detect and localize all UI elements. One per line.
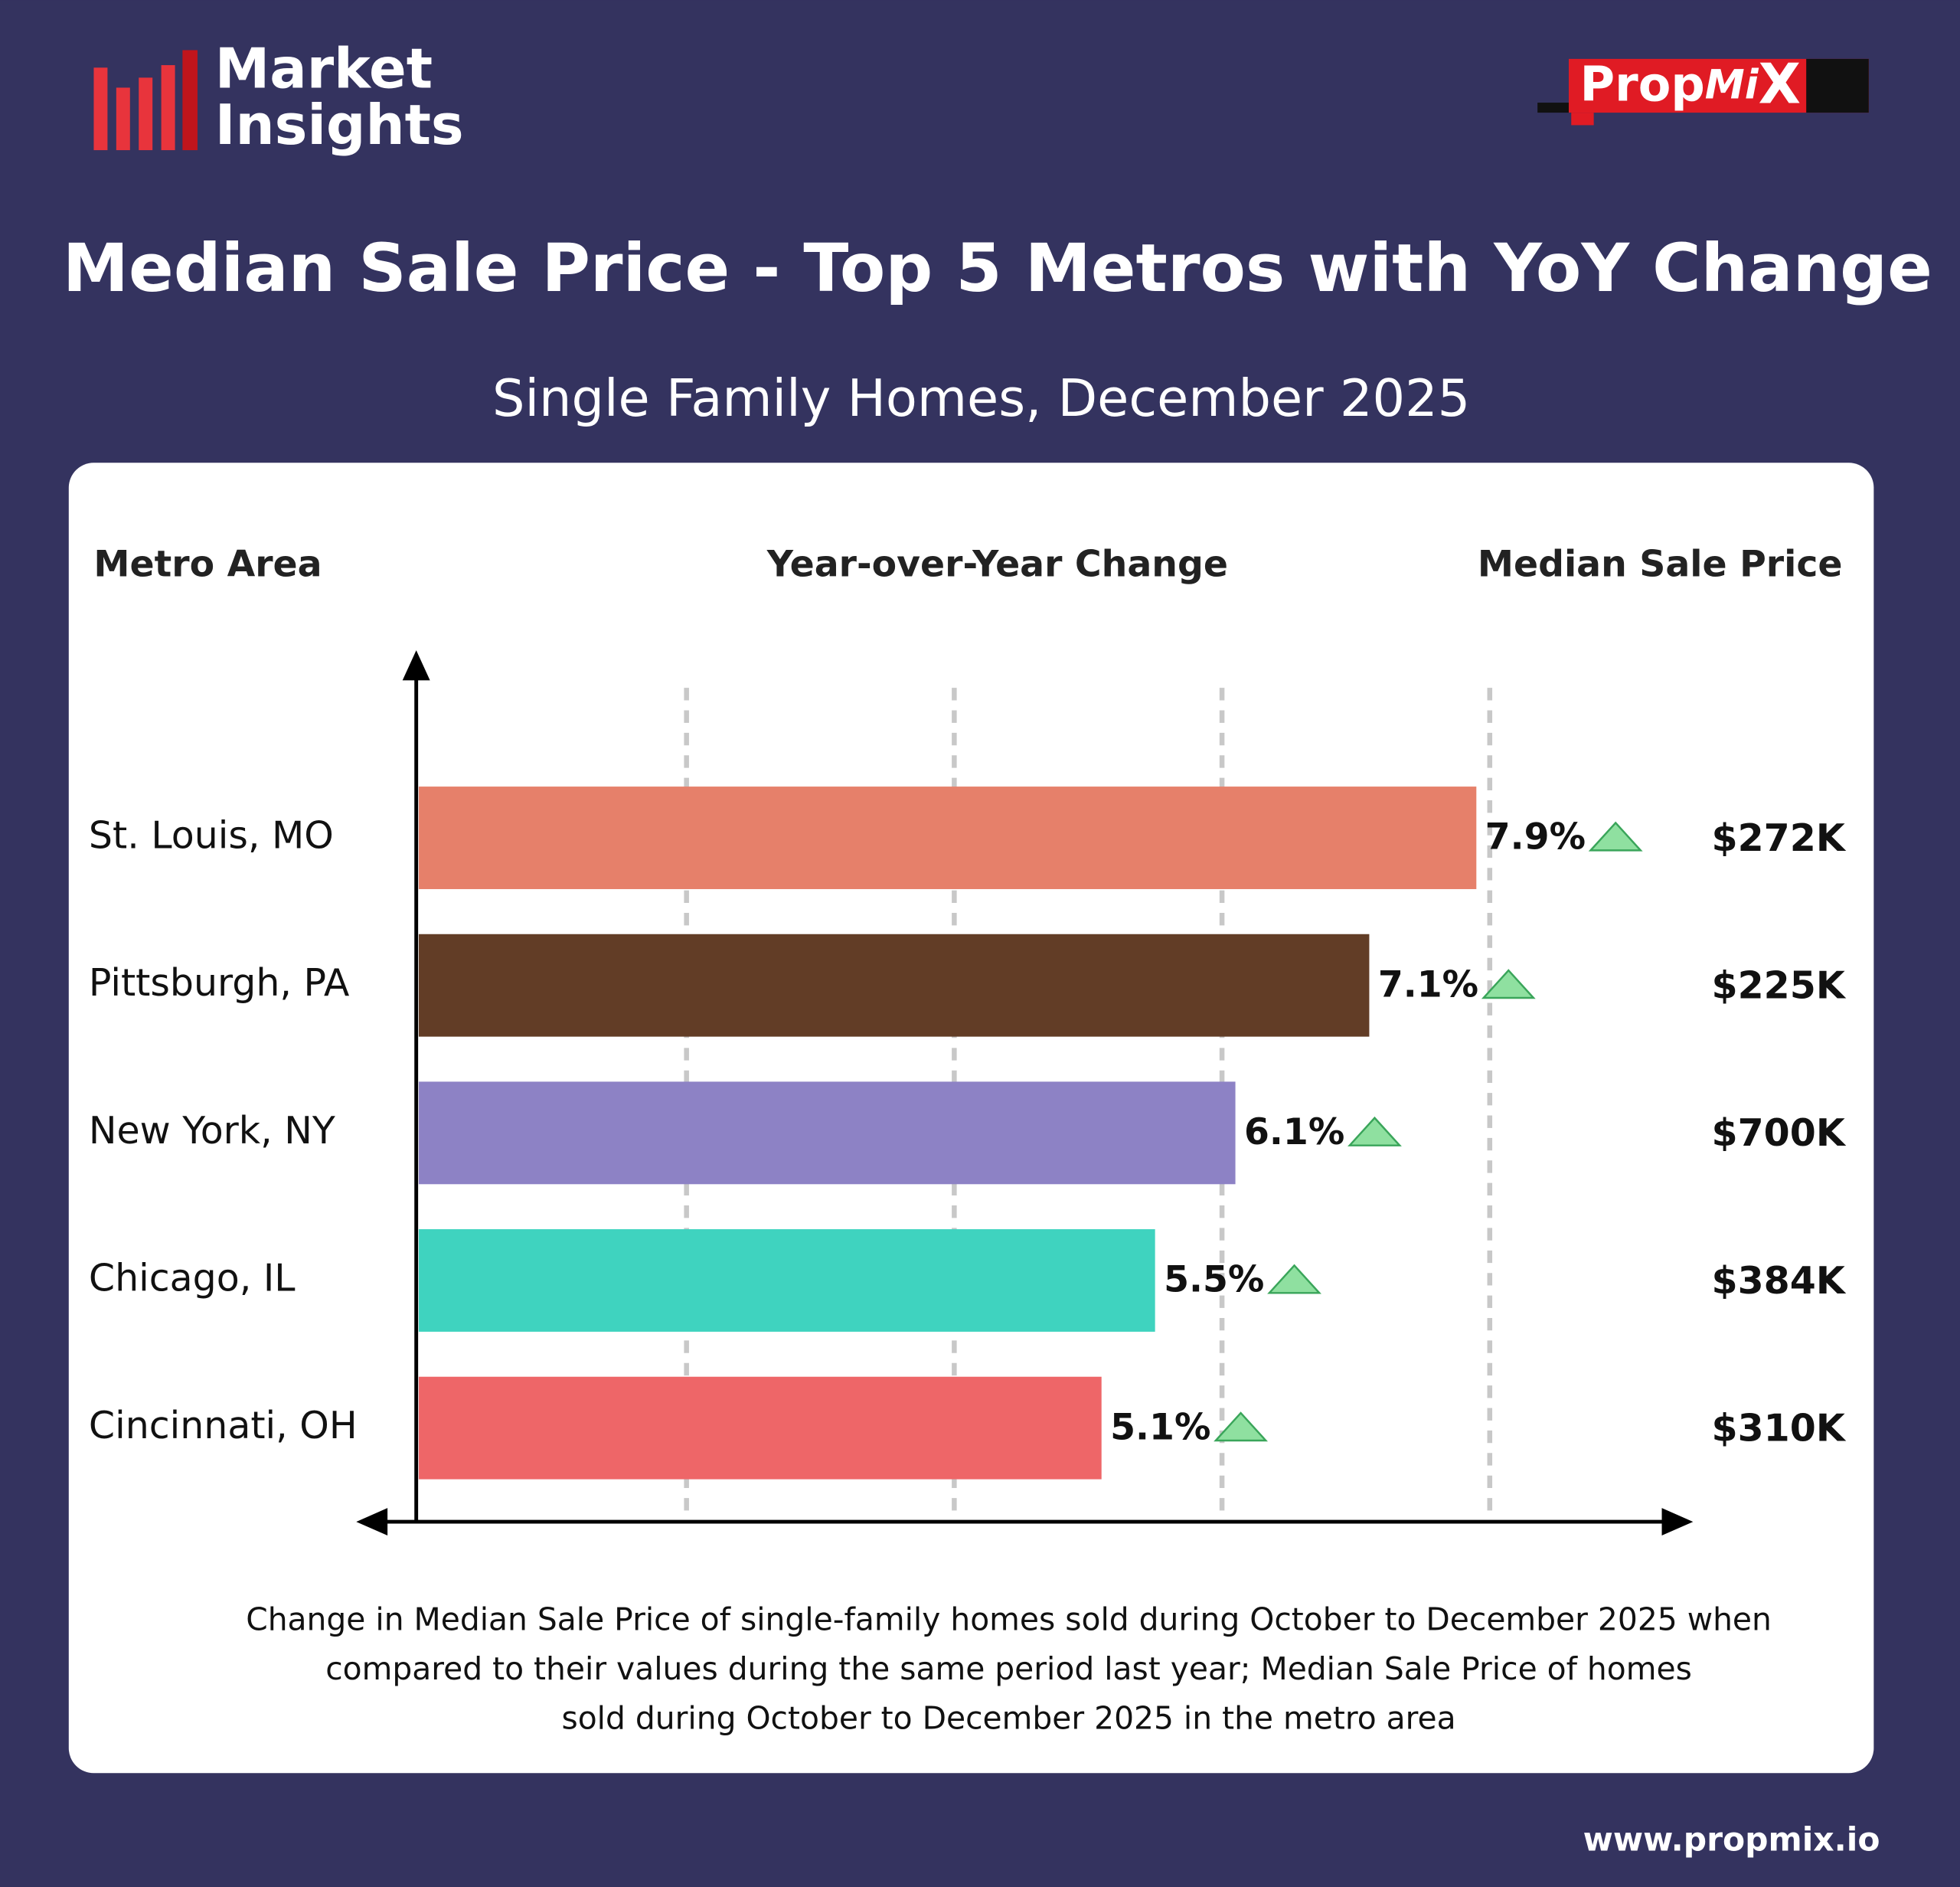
up-indicator — [1348, 1116, 1402, 1146]
logo-part: Mi — [1705, 62, 1759, 108]
price-label: $384K — [1712, 1259, 1847, 1303]
chart-subtitle: Single Family Homes, December 2025 — [492, 368, 1470, 428]
logo-text: PropMiX — [1580, 51, 1801, 116]
bar — [418, 1376, 1102, 1480]
category-label: Chicago, IL — [89, 1256, 296, 1300]
logo-bar — [93, 67, 108, 151]
column-header: Median Sale Price — [1478, 544, 1843, 586]
logo-text: Insights — [215, 93, 464, 157]
logo-bar — [139, 77, 153, 151]
footer-url: www.propmix.io — [1583, 1822, 1880, 1859]
column-header: Year-over-Year Change — [766, 544, 1228, 586]
propmix-logo: PropMiX — [1537, 51, 1869, 126]
logo-part: X — [1759, 51, 1801, 116]
bar — [418, 1229, 1155, 1332]
bar — [418, 1081, 1236, 1185]
axis-arrow — [356, 1508, 388, 1536]
category-label: Cincinnati, OH — [89, 1404, 358, 1447]
price-label: $225K — [1712, 963, 1847, 1007]
up-indicator — [1481, 969, 1536, 999]
value-label: 7.1% — [1378, 963, 1478, 1006]
bar — [418, 934, 1370, 1037]
note-line: Change in Median Sale Price of single-fa… — [246, 1601, 1772, 1638]
logo-shape — [1571, 113, 1594, 126]
category-label: New York, NY — [89, 1109, 335, 1153]
up-indicator — [1588, 821, 1643, 852]
logo-bar — [182, 50, 198, 151]
price-label: $272K — [1712, 816, 1847, 860]
logo-box — [1806, 58, 1869, 113]
category-label: St. Louis, MO — [89, 814, 334, 858]
up-indicator — [1214, 1411, 1269, 1442]
market-insights-logo: Market Insights — [93, 36, 464, 157]
price-label: $310K — [1712, 1406, 1847, 1450]
note-line: sold during October to December 2025 in … — [561, 1700, 1455, 1737]
price-label: $700K — [1712, 1111, 1847, 1155]
value-label: 5.1% — [1110, 1406, 1210, 1448]
category-label: Pittsburgh, PA — [89, 961, 350, 1005]
plot: St. Louis, MO 7.9% $272K Pittsburgh, PA 7.1%… — [89, 650, 1847, 1536]
up-indicator — [1267, 1264, 1321, 1294]
logo-part: Prop — [1580, 57, 1705, 113]
chart-title: Median Sale Price - Top 5 Metros with Yo… — [63, 231, 1932, 307]
column-header: Metro Area — [93, 544, 322, 586]
note: Change in Median Sale Price of single-fa… — [246, 1601, 1772, 1737]
axis-arrow — [1661, 1508, 1694, 1536]
value-label: 7.9% — [1485, 816, 1586, 858]
logo-bar — [116, 87, 130, 151]
logo-text: Market — [215, 36, 433, 100]
axis-arrow — [402, 650, 430, 681]
value-label: 5.5% — [1164, 1259, 1264, 1301]
value-label: 6.1% — [1244, 1111, 1344, 1153]
bar — [418, 787, 1477, 889]
logo-bar — [161, 65, 175, 151]
note-line: compared to their values during the same… — [325, 1650, 1692, 1687]
logo-shape — [1537, 103, 1576, 113]
